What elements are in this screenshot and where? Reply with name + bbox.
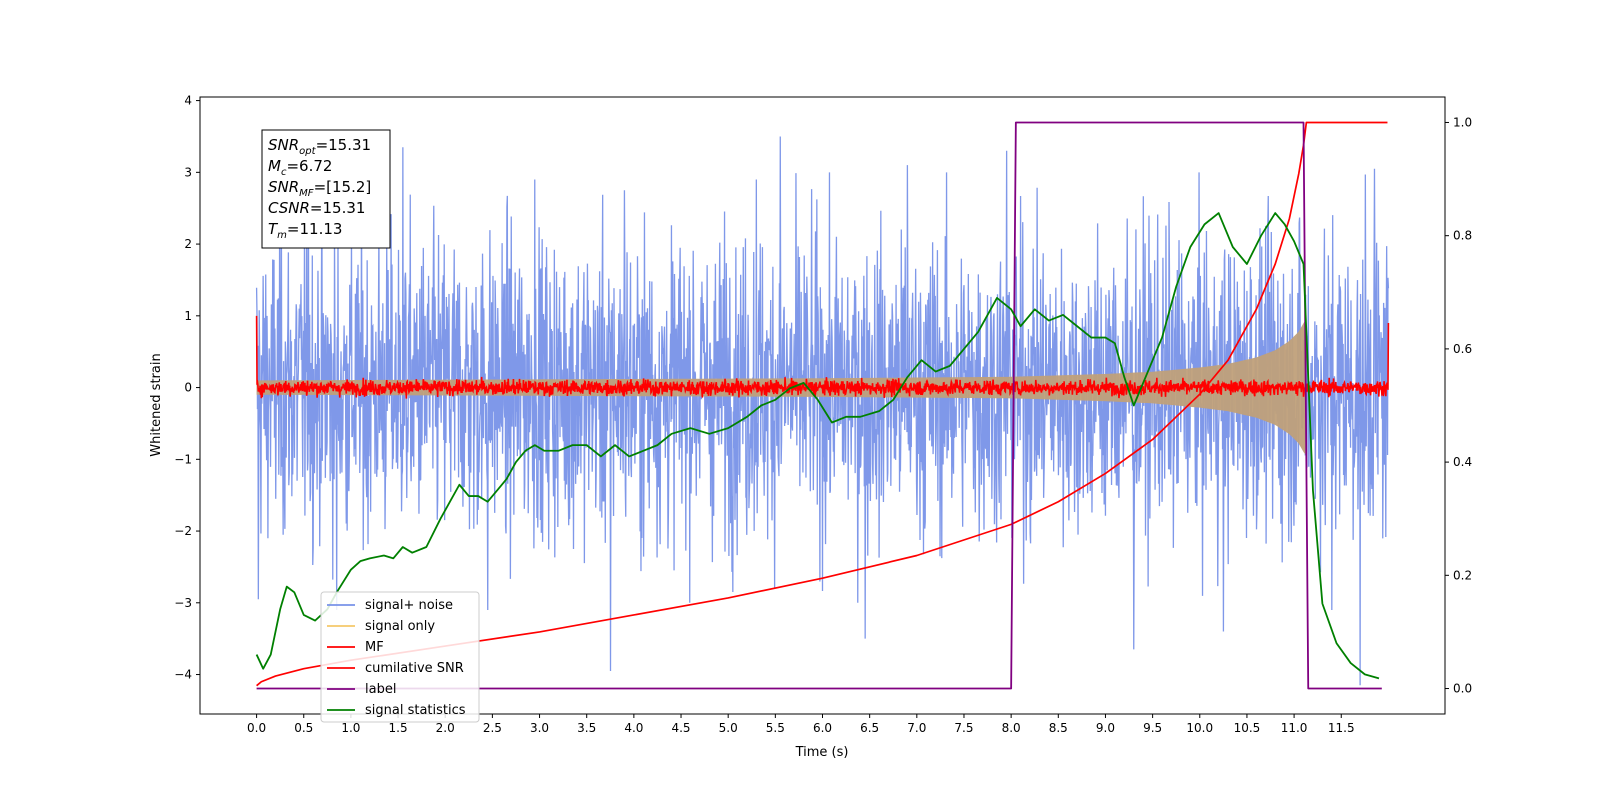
x-tick-label: 11.0 xyxy=(1281,721,1308,735)
x-tick-label: 2.0 xyxy=(436,721,455,735)
x-tick-label: 8.5 xyxy=(1049,721,1068,735)
x-tick-label: 4.0 xyxy=(624,721,643,735)
series-label-line xyxy=(256,121,1382,690)
series-signal-statistics-line xyxy=(255,212,1380,680)
y2-tick-label: 0.8 xyxy=(1453,229,1472,243)
stats-line: Mc=6.72 xyxy=(268,157,332,178)
x-tick-label: 0.0 xyxy=(247,721,266,735)
y2-tick-label: 0.4 xyxy=(1453,455,1472,469)
y-tick-label: 4 xyxy=(184,94,192,108)
x-tick-label: 8.0 xyxy=(1002,721,1021,735)
x-tick-label: 6.5 xyxy=(860,721,879,735)
x-tick-label: 11.5 xyxy=(1328,721,1355,735)
legend: signal+ noise signal only MF cumilative SNR… xyxy=(320,591,480,723)
x-tick-label: 7.0 xyxy=(907,721,926,735)
x-tick-label: 6.0 xyxy=(813,721,832,735)
stats-line: SNRMF=[15.2] xyxy=(268,178,371,199)
x-tick-label: 3.5 xyxy=(577,721,596,735)
legend-label: cumilative SNR xyxy=(365,661,464,676)
x-tick-label: 4.5 xyxy=(671,721,690,735)
legend-label: signal+ noise xyxy=(365,598,453,613)
stats-annotation-box: SNRopt=15.31Mc=6.72SNRMF=[15.2]CSNR=15.3… xyxy=(261,129,391,249)
x-tick-label: 5.0 xyxy=(719,721,738,735)
y2-tick-label: 0.2 xyxy=(1453,568,1472,582)
x-tick-label: 5.5 xyxy=(766,721,785,735)
y-tick-label: −4 xyxy=(174,668,192,682)
y-tick-label: 1 xyxy=(184,309,192,323)
y-tick-label: −2 xyxy=(174,524,192,538)
x-tick-label: 2.5 xyxy=(483,721,502,735)
x-tick-label: 1.0 xyxy=(341,721,360,735)
stats-box-frame xyxy=(261,129,391,249)
legend-frame xyxy=(320,591,480,723)
y-axis-label: Whitened strain xyxy=(149,353,164,456)
y-axis-left: −4 −3 −2 −1 0 1 2 3 4 xyxy=(174,94,200,682)
y2-tick-label: 1.0 xyxy=(1453,115,1472,129)
x-axis-label: Time (s) xyxy=(795,745,849,760)
x-tick-label: 1.5 xyxy=(389,721,408,735)
series-mf-line xyxy=(255,315,1390,399)
y-tick-label: −1 xyxy=(174,452,192,466)
legend-label: MF xyxy=(365,640,384,655)
y2-tick-label: 0.0 xyxy=(1453,682,1472,696)
x-axis: 0.0 0.5 1.0 1.5 2.0 2.5 3.0 3.5 4.0 4.5 5.0 5.5 6.0 6… xyxy=(247,714,1355,735)
legend-label: label xyxy=(365,682,396,697)
y2-tick-label: 0.6 xyxy=(1453,342,1472,356)
x-tick-label: 0.5 xyxy=(294,721,313,735)
stats-line: Tm=11.13 xyxy=(268,220,342,241)
legend-label: signal statistics xyxy=(365,703,466,718)
x-tick-label: 9.5 xyxy=(1143,721,1162,735)
legend-label: signal only xyxy=(365,619,435,634)
x-tick-label: 10.5 xyxy=(1234,721,1261,735)
x-tick-label: 3.0 xyxy=(530,721,549,735)
y-tick-label: −3 xyxy=(174,596,192,610)
x-tick-label: 7.5 xyxy=(954,721,973,735)
y-tick-label: 2 xyxy=(184,237,192,251)
x-tick-label: 9.0 xyxy=(1096,721,1115,735)
y-tick-label: 3 xyxy=(184,165,192,179)
y-tick-label: 0 xyxy=(184,381,192,395)
stats-line: CSNR=15.31 xyxy=(268,199,365,217)
x-tick-label: 10.0 xyxy=(1186,721,1213,735)
y-axis-right: 0.0 0.2 0.4 0.6 0.8 1.0 xyxy=(1445,115,1472,696)
stats-line: SNRopt=15.31 xyxy=(268,136,371,157)
